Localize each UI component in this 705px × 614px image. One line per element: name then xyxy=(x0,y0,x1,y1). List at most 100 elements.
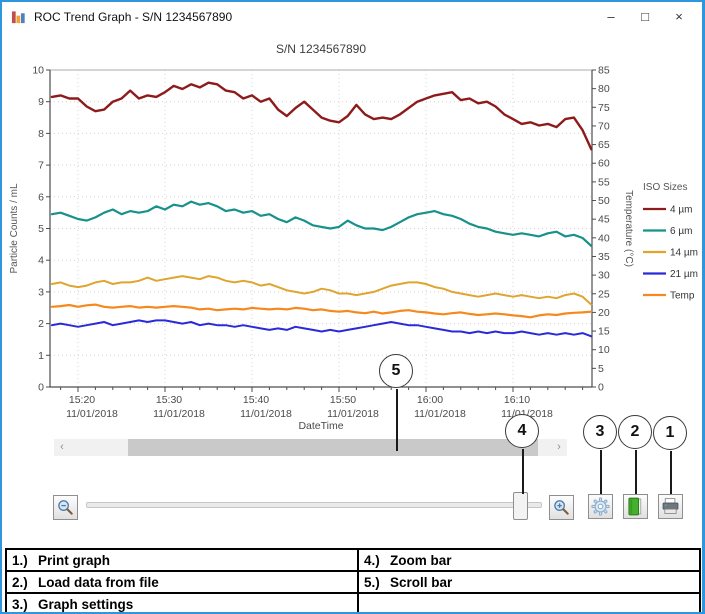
svg-text:15:20: 15:20 xyxy=(69,394,95,406)
svg-text:ISO Sizes: ISO Sizes xyxy=(643,182,687,193)
svg-text:30: 30 xyxy=(598,270,610,282)
svg-text:35: 35 xyxy=(598,251,610,263)
legend-num: 5.) xyxy=(364,574,380,590)
callout-3-number: 3 xyxy=(595,423,605,440)
zoom-slider-track[interactable] xyxy=(86,502,542,508)
callout-2-load: 2 xyxy=(618,415,652,449)
svg-text:75: 75 xyxy=(598,102,610,114)
svg-text:11/01/2018: 11/01/2018 xyxy=(414,408,466,420)
svg-text:60: 60 xyxy=(598,158,610,170)
callout-1-number: 1 xyxy=(665,424,675,441)
callout-5-number: 5 xyxy=(391,362,401,379)
svg-text:15:30: 15:30 xyxy=(156,394,182,406)
svg-text:6 µm: 6 µm xyxy=(670,226,692,237)
load-data-button[interactable] xyxy=(623,494,648,519)
svg-text:11/01/2018: 11/01/2018 xyxy=(327,408,379,420)
svg-text:7: 7 xyxy=(38,160,44,172)
print-graph-button[interactable] xyxy=(658,494,683,519)
callout-line-zoom-bar xyxy=(522,449,524,494)
callout-line-scrollbar xyxy=(396,389,398,451)
scrollbar-thumb[interactable] xyxy=(128,439,538,456)
svg-text:10: 10 xyxy=(32,65,44,77)
callout-line-settings xyxy=(600,450,602,494)
svg-text:16:10: 16:10 xyxy=(504,394,530,406)
legend-num: 3.) xyxy=(12,596,28,612)
svg-text:11/01/2018: 11/01/2018 xyxy=(153,408,205,420)
legend-label: Print graph xyxy=(38,552,111,568)
legend-label: Load data from file xyxy=(38,574,159,590)
callout-1-print: 1 xyxy=(653,416,687,450)
svg-text:9: 9 xyxy=(38,96,44,108)
legend-cell-load: 2.) Load data from file xyxy=(5,570,359,594)
svg-text:65: 65 xyxy=(598,139,610,151)
svg-text:5: 5 xyxy=(598,363,604,375)
svg-text:40: 40 xyxy=(598,232,610,244)
svg-text:15:50: 15:50 xyxy=(330,394,356,406)
zoom-slider-thumb[interactable] xyxy=(513,492,528,520)
printer-icon xyxy=(662,498,679,514)
svg-text:70: 70 xyxy=(598,120,610,132)
svg-text:11/01/2018: 11/01/2018 xyxy=(240,408,292,420)
app-bar-chart-icon xyxy=(11,10,26,25)
callout-line-print xyxy=(670,451,672,494)
svg-text:14 µm: 14 µm xyxy=(670,248,698,259)
svg-text:S/N 1234567890: S/N 1234567890 xyxy=(276,42,366,56)
svg-text:2: 2 xyxy=(38,318,44,330)
svg-text:0: 0 xyxy=(38,382,44,394)
legend-num: 2.) xyxy=(12,574,28,590)
window-title: ROC Trend Graph - S/N 1234567890 xyxy=(34,10,233,24)
svg-text:3: 3 xyxy=(38,286,44,298)
zoom-out-button[interactable] xyxy=(53,495,78,520)
svg-text:4 µm: 4 µm xyxy=(670,205,692,216)
magnifier-minus-icon xyxy=(58,500,73,515)
green-book-icon xyxy=(628,497,642,516)
maximize-button[interactable]: □ xyxy=(641,9,649,24)
magnifier-plus-icon xyxy=(554,500,569,515)
legend-cell-settings: 3.) Graph settings xyxy=(5,592,359,612)
svg-text:Temperature (°C): Temperature (°C) xyxy=(623,190,634,267)
legend-num: 1.) xyxy=(12,552,28,568)
svg-text:Particle Counts / mL: Particle Counts / mL xyxy=(9,183,20,273)
scrollbar-left-arrow-icon[interactable]: ‹ xyxy=(60,441,64,453)
trend-chart: 0123456789100510152025303540455055606570… xyxy=(9,42,698,432)
svg-text:21 µm: 21 µm xyxy=(670,269,698,280)
minimize-button[interactable]: – xyxy=(607,9,615,24)
legend-label: Scroll bar xyxy=(390,574,453,590)
legend-label: Zoom bar xyxy=(390,552,452,568)
window-controls: – □ × xyxy=(594,4,696,30)
svg-text:85: 85 xyxy=(598,65,610,77)
callout-5-scrollbar: 5 xyxy=(379,354,413,388)
svg-text:DateTime: DateTime xyxy=(298,420,343,432)
zoom-in-button[interactable] xyxy=(549,495,574,520)
svg-text:6: 6 xyxy=(38,191,44,203)
callout-3-settings: 3 xyxy=(583,415,617,449)
svg-text:5: 5 xyxy=(38,223,44,235)
svg-text:10: 10 xyxy=(598,344,610,356)
legend-cell-print: 1.) Print graph xyxy=(5,548,359,572)
scrollbar[interactable]: ‹ › xyxy=(54,439,567,456)
svg-text:80: 80 xyxy=(598,83,610,95)
legend-row-2: 2.) Load data from file 5.) Scroll bar xyxy=(5,570,701,594)
callout-4-zoom-bar: 4 xyxy=(505,414,539,448)
svg-text:45: 45 xyxy=(598,214,610,226)
svg-text:15:40: 15:40 xyxy=(243,394,269,406)
legend-row-1: 1.) Print graph 4.) Zoom bar xyxy=(5,548,701,572)
svg-text:Temp: Temp xyxy=(670,291,695,302)
svg-text:50: 50 xyxy=(598,195,610,207)
svg-text:0: 0 xyxy=(598,382,604,394)
svg-text:16:00: 16:00 xyxy=(417,394,443,406)
titlebar: ROC Trend Graph - S/N 1234567890 – □ × xyxy=(2,2,702,32)
svg-text:8: 8 xyxy=(38,128,44,140)
scrollbar-right-arrow-icon[interactable]: › xyxy=(557,441,561,453)
svg-text:4: 4 xyxy=(38,255,44,267)
callout-2-number: 2 xyxy=(630,423,640,440)
close-button[interactable]: × xyxy=(675,9,683,24)
callout-4-number: 4 xyxy=(517,422,527,439)
svg-text:1: 1 xyxy=(38,350,44,362)
svg-text:25: 25 xyxy=(598,288,610,300)
svg-text:55: 55 xyxy=(598,176,610,188)
legend-cell-zoom-bar: 4.) Zoom bar xyxy=(357,548,701,572)
callout-line-load xyxy=(635,450,637,494)
graph-settings-button[interactable] xyxy=(588,494,613,519)
